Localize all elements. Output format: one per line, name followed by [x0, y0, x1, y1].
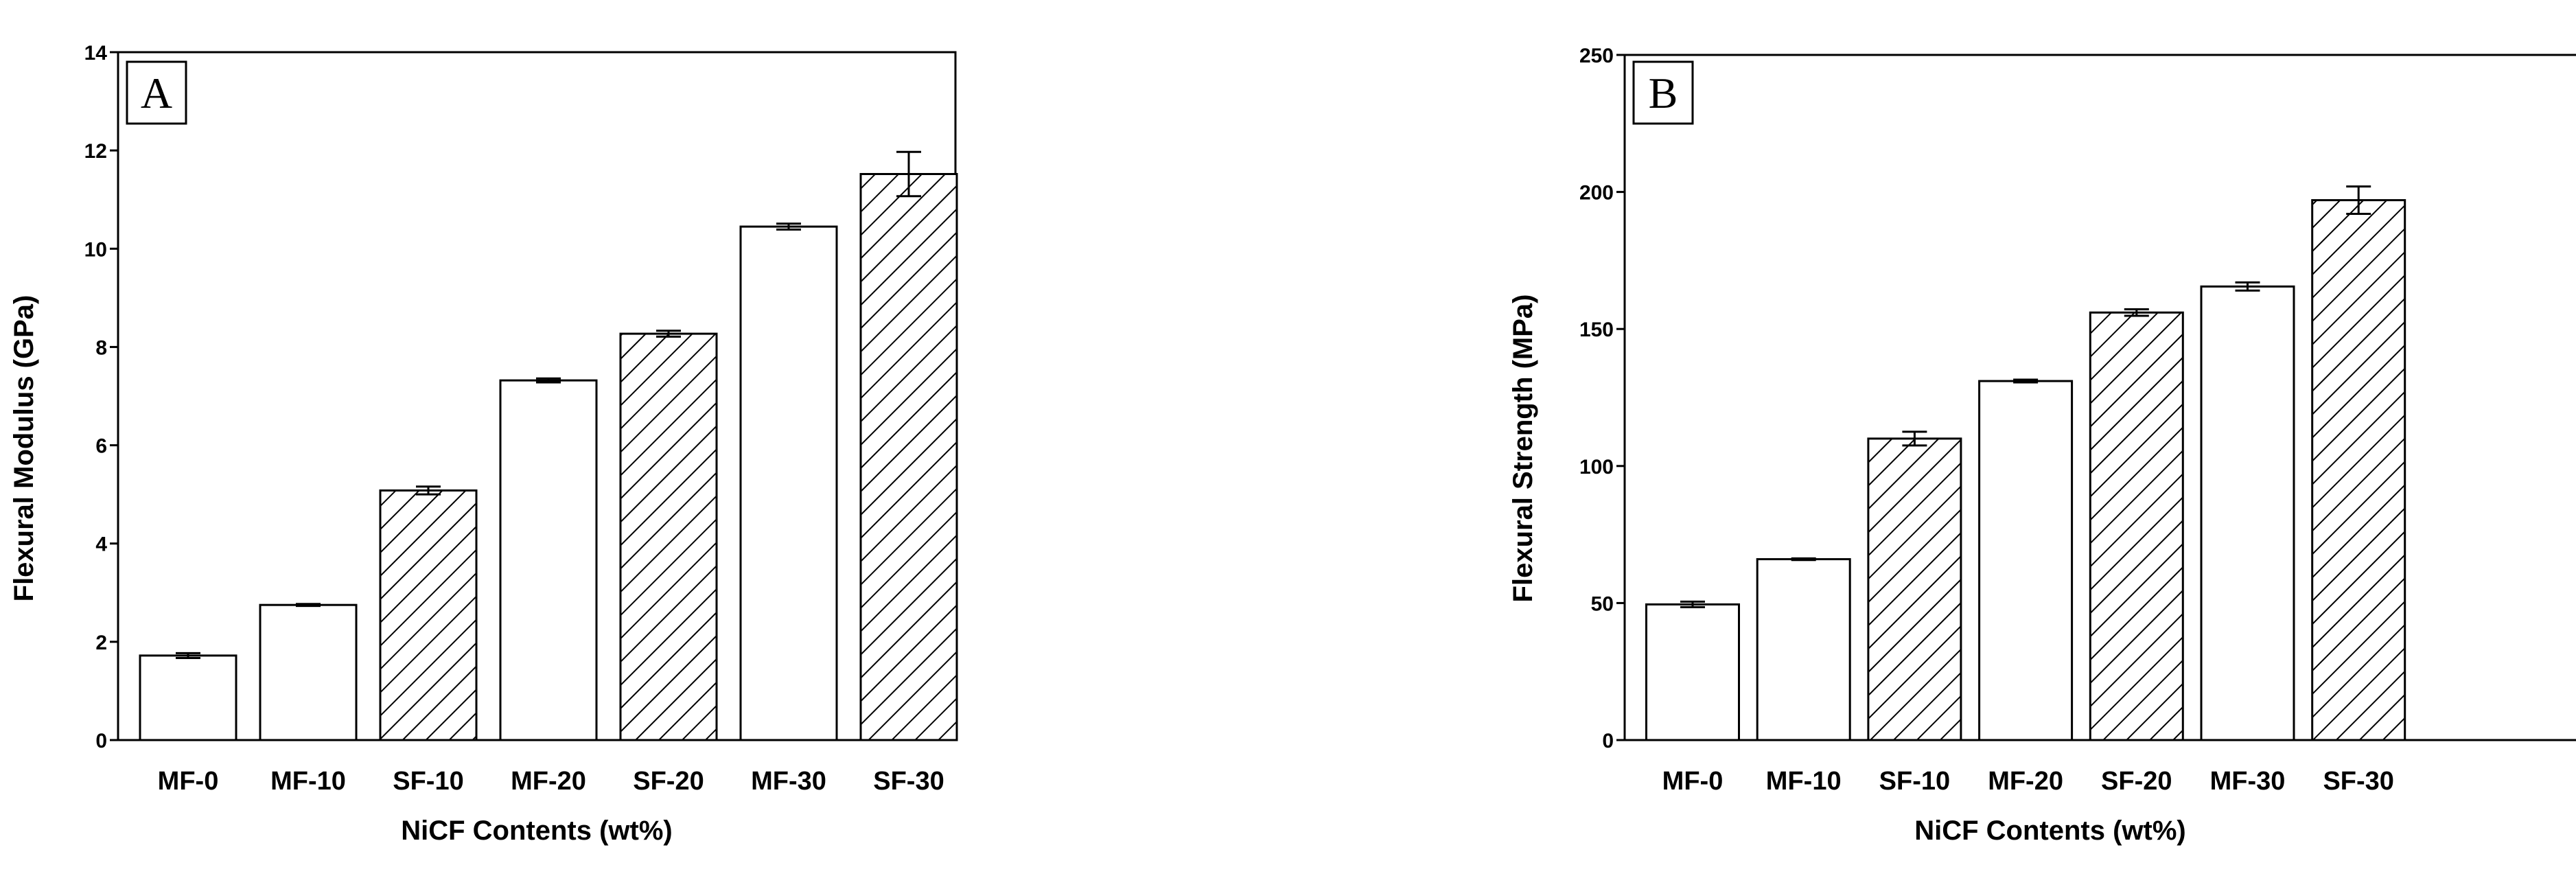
y-tick-label: 10	[84, 238, 107, 261]
x-tick-label: SF-10	[393, 767, 463, 796]
x-tick-label: MF-10	[1766, 767, 1842, 796]
bar-sf-30	[859, 172, 958, 741]
x-tick-label: MF-20	[1988, 767, 2063, 796]
x-tick-label: SF-20	[633, 767, 704, 796]
y-tick-label: 4	[95, 533, 107, 556]
bar-mf-30	[739, 225, 838, 741]
bar-sf-30	[2311, 199, 2406, 741]
y-tick-label: 12	[84, 140, 107, 163]
panel-label: A	[141, 69, 172, 117]
x-tick-label: SF-20	[2101, 767, 2172, 796]
bar-mf-0	[139, 654, 237, 741]
bar-sf-10	[379, 489, 478, 741]
chart-panel-a: Flexural Modulus (GPa) NiCF Contents (wt…	[9, 42, 958, 846]
y-tick-label: 6	[95, 435, 107, 458]
bar-mf-0	[1645, 603, 1740, 741]
bar-sf-20	[2089, 311, 2184, 741]
y-tick-label: 100	[1579, 456, 1614, 479]
y-tick-label: 2	[95, 632, 107, 654]
x-tick-label: MF-20	[511, 767, 586, 796]
x-axis-title: NiCF Contents (wt%)	[1914, 816, 2186, 846]
bar-sf-20	[619, 332, 718, 741]
y-tick-label: 150	[1579, 319, 1614, 341]
x-tick-label: MF-10	[270, 767, 346, 796]
x-axis-title: NiCF Contents (wt%)	[401, 816, 673, 846]
y-tick-label: 0	[95, 730, 107, 752]
x-tick-label: SF-30	[2323, 767, 2393, 796]
y-axis-title: Flexural Strength (MPa)	[1508, 295, 1538, 603]
x-tick-label: MF-0	[1662, 767, 1724, 796]
x-tick-label: SF-30	[873, 767, 944, 796]
bar-mf-10	[1756, 558, 1851, 741]
y-tick-label: 14	[84, 42, 108, 65]
x-tick-label: MF-0	[158, 767, 219, 796]
y-tick-label: 250	[1579, 45, 1614, 67]
bar-mf-10	[259, 603, 358, 741]
y-axis-title: Flexural Modulus (GPa)	[9, 295, 39, 602]
bar-mf-20	[499, 379, 598, 741]
y-tick-label: 200	[1579, 182, 1614, 205]
y-tick-label: 50	[1591, 592, 1614, 615]
bar-sf-10	[1867, 437, 1962, 741]
y-tick-label: 8	[95, 336, 107, 359]
x-tick-label: MF-30	[2210, 767, 2286, 796]
bar-mf-20	[1978, 380, 2074, 741]
chart-panel-b: Flexural Strength (MPa) NiCF Contents (w…	[1508, 45, 2576, 846]
y-tick-label: 0	[1602, 730, 1614, 752]
panel-label: B	[1649, 69, 1678, 117]
bar-mf-30	[2200, 285, 2295, 741]
x-tick-label: MF-30	[751, 767, 826, 796]
panel-label-box	[1632, 60, 1694, 125]
x-tick-label: SF-10	[1879, 767, 1950, 796]
panel-label-box	[126, 60, 187, 125]
